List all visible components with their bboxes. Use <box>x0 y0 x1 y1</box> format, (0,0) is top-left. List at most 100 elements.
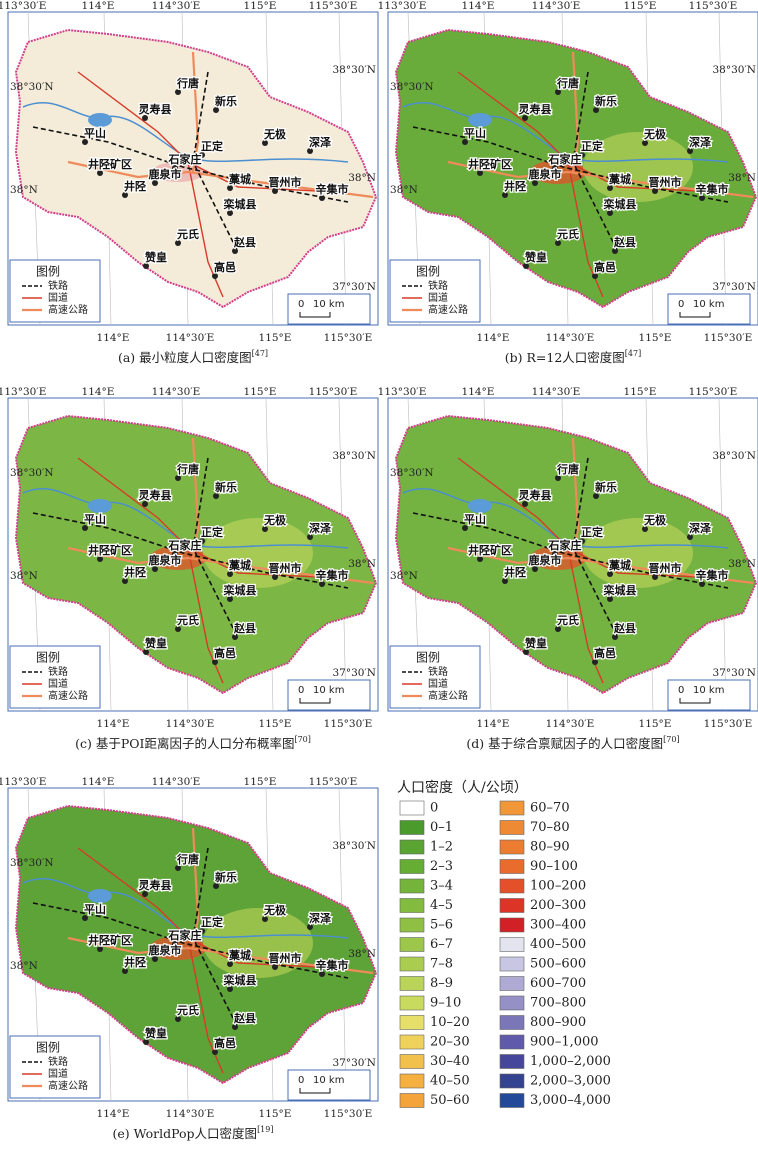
place-dot <box>227 210 233 216</box>
railway <box>32 71 349 253</box>
place-label: 辛集市 <box>316 958 349 972</box>
place-dot <box>579 152 585 158</box>
place-label: 晋州市 <box>269 175 302 189</box>
latitude-label: 38°30′N <box>332 840 376 852</box>
place-dot <box>607 596 613 602</box>
density-label: 80–90 <box>530 840 570 855</box>
national-road <box>77 847 339 1074</box>
map-legend-label: 铁路 <box>428 279 448 292</box>
map-legend-label: 国道 <box>48 677 68 690</box>
latitude-label: 37°30′N <box>332 667 376 679</box>
place-dot <box>555 475 561 481</box>
place-dot <box>652 574 658 580</box>
reservoir <box>88 889 112 903</box>
caption-ref: [47] <box>625 349 641 358</box>
place-dot <box>262 526 268 532</box>
place-label: 深泽 <box>309 135 331 149</box>
place-label: 栾城县 <box>223 583 257 597</box>
scale-label: 10 km <box>313 1075 344 1086</box>
density-swatch <box>499 976 525 991</box>
place-label: 辛集市 <box>696 182 729 196</box>
reservoir <box>468 499 492 513</box>
place-dot <box>82 139 88 145</box>
place-label: 晋州市 <box>649 561 682 575</box>
map-legend-label: 高速公路 <box>428 689 468 702</box>
place-label: 藁城 <box>608 558 631 572</box>
scale-bar <box>299 698 331 704</box>
map-legend-title: 图例 <box>36 265 60 279</box>
map-legend-label: 高速公路 <box>428 303 468 316</box>
place-label: 深泽 <box>309 521 331 535</box>
longitude-label: 114°E <box>97 1108 130 1120</box>
place-dot <box>612 248 618 254</box>
place-label: 平山 <box>84 902 106 916</box>
place-label: 井陉矿区 <box>468 157 512 171</box>
place-label: 晋州市 <box>649 175 682 189</box>
longitude-label: 114°E <box>477 332 510 344</box>
expressway <box>67 51 374 199</box>
railway <box>32 847 349 1029</box>
density-swatch <box>499 1093 525 1108</box>
place-label: 井陉 <box>504 565 526 579</box>
density-swatch <box>499 878 525 894</box>
scale-label: 0 <box>298 1075 304 1086</box>
railway <box>412 71 729 253</box>
place-label: 井陉矿区 <box>88 543 132 557</box>
longitude-label: 114°E <box>97 718 130 730</box>
density-swatch <box>399 839 425 855</box>
place-label: 新乐 <box>215 94 237 108</box>
longitude-label: 114°30′E <box>152 0 201 12</box>
place-dot <box>232 248 238 254</box>
map-caption: (a) 最小粒度人口密度图[47] <box>118 349 268 365</box>
place-label: 辛集市 <box>696 568 729 582</box>
longitude-label: 113°30′E <box>0 776 46 788</box>
place-dot <box>175 240 181 246</box>
density-swatch <box>399 1073 425 1089</box>
scale-label: 0 <box>678 299 684 310</box>
place-label: 正定 <box>581 139 603 153</box>
place-label: 行唐 <box>556 462 579 476</box>
latitude-label: 38°N <box>348 948 376 960</box>
place-label: 正定 <box>201 525 223 539</box>
place-dot <box>502 192 508 198</box>
place-dot <box>227 986 233 992</box>
density-swatch <box>499 859 525 874</box>
density-label: 900–1,000 <box>530 1035 599 1050</box>
place-dot <box>227 596 233 602</box>
place-label: 鹿泉市 <box>529 553 562 567</box>
longitude-label: 115°30′E <box>689 386 738 398</box>
map-legend-box <box>9 645 101 709</box>
place-dot <box>199 928 205 934</box>
place-label: 无极 <box>643 127 667 141</box>
place-dot <box>152 180 158 186</box>
caption-ref: [70] <box>294 735 310 744</box>
place-label: 无极 <box>263 127 287 141</box>
national-road <box>457 457 719 684</box>
place-dot <box>227 961 233 967</box>
density-label: 10–20 <box>430 1015 470 1030</box>
place-label: 新乐 <box>595 94 617 108</box>
longitude-label: 113°30′E <box>0 0 46 12</box>
place-label: 井陉 <box>504 179 526 193</box>
place-label: 鹿泉市 <box>529 167 562 181</box>
place-dot <box>142 501 148 507</box>
density-label: 400–500 <box>530 937 586 952</box>
place-dot <box>142 891 148 897</box>
scale-bar <box>299 1088 331 1094</box>
place-dot <box>319 195 325 201</box>
place-dot <box>272 188 278 194</box>
place-dot <box>687 534 693 540</box>
place-label: 井陉 <box>124 179 146 193</box>
caption-text: (e) WorldPop人口密度图 <box>113 1126 258 1141</box>
place-label: 井陉 <box>124 955 146 969</box>
density-label: 9–10 <box>430 996 461 1011</box>
place-label: 井陉矿区 <box>88 157 132 171</box>
place-dot <box>607 185 613 191</box>
longitude-label: 115°E <box>259 718 292 730</box>
longitude-label: 114°30′E <box>166 1108 215 1120</box>
place-dot <box>652 188 658 194</box>
scale-box <box>287 293 371 325</box>
density-label: 500–600 <box>530 957 586 972</box>
density-swatch <box>399 800 425 816</box>
